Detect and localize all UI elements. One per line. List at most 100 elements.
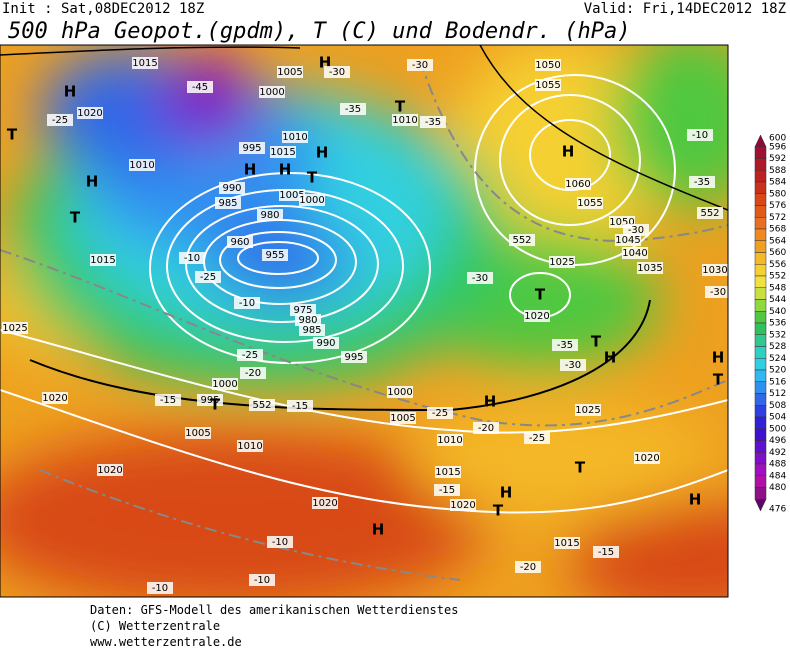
- colorbar-label: 484: [769, 471, 786, 481]
- label-box: [237, 440, 263, 452]
- contour-label: 980: [260, 210, 279, 221]
- contour-label: -25: [432, 408, 448, 419]
- label-box: [195, 271, 221, 283]
- colorbar-label: 596: [769, 142, 786, 152]
- contour-label: 1010: [282, 132, 307, 143]
- label-box: [287, 400, 313, 412]
- pressure-center: T: [575, 459, 586, 477]
- label-box: [623, 224, 649, 236]
- label-box: [262, 249, 288, 261]
- colorbar-label: 528: [769, 342, 786, 352]
- label-box: [535, 79, 561, 91]
- contour-label: 980: [298, 315, 317, 326]
- label-box: [240, 367, 266, 379]
- label-box: [185, 427, 211, 439]
- contour-label: 552: [252, 400, 271, 411]
- label-box: [257, 209, 283, 221]
- colorbar-label: 564: [769, 236, 786, 246]
- contour-label: -30: [565, 360, 581, 371]
- contour-label: -20: [478, 423, 494, 434]
- label-box: [279, 189, 305, 201]
- contour-label: 1025: [575, 405, 600, 416]
- label-box: [467, 272, 493, 284]
- colorbar-cell: [754, 358, 767, 371]
- label-box: [227, 236, 253, 248]
- colorbar-cell: [754, 440, 767, 453]
- colorbar-label: 532: [769, 330, 786, 340]
- colorbar-label: 508: [769, 401, 786, 411]
- colorbar-label: 560: [769, 248, 786, 258]
- contour-label: -30: [710, 287, 726, 298]
- contour-label: -10: [184, 253, 200, 264]
- label-box: [697, 207, 723, 219]
- label-box: [509, 234, 535, 246]
- contour-label: 552: [512, 235, 531, 246]
- contour-label: -30: [412, 60, 428, 71]
- contour-label: 995: [200, 395, 219, 406]
- colorbar-label: 496: [769, 436, 786, 446]
- colorbar: 6005965925885845805765725685645605565525…: [754, 134, 786, 515]
- contour-label: 1035: [637, 263, 662, 274]
- label-box: [560, 359, 586, 371]
- colorbar-label: 548: [769, 283, 786, 293]
- contour-label: -30: [628, 225, 644, 236]
- colorbar-cell: [754, 381, 767, 394]
- contour-label: 1000: [259, 87, 284, 98]
- label-box: [312, 497, 338, 509]
- label-box: [267, 536, 293, 548]
- label-box: [197, 394, 223, 406]
- contour-label: 1015: [270, 147, 295, 158]
- contour-label: 1020: [312, 498, 337, 509]
- colorbar-label: 492: [769, 448, 786, 458]
- label-box: [282, 131, 308, 143]
- pressure-center: T: [713, 371, 724, 389]
- colorbar-cell: [754, 428, 767, 441]
- pressure-center: T: [493, 502, 504, 520]
- colorbar-label: 572: [769, 213, 786, 223]
- contour-label: -15: [598, 547, 614, 558]
- label-box: [77, 107, 103, 119]
- label-box: [634, 452, 660, 464]
- contour-label: 1055: [535, 80, 560, 91]
- contour-label: 1015: [554, 538, 579, 549]
- colorbar-label: 580: [769, 189, 786, 199]
- label-box: [90, 254, 116, 266]
- contour-label: 1020: [42, 393, 67, 404]
- contour-label: -30: [329, 67, 345, 78]
- pressure-center: H: [604, 349, 617, 367]
- contour-label: 1005: [279, 190, 304, 201]
- colorbar-cell: [754, 475, 767, 488]
- colorbar-label: 600: [769, 134, 786, 144]
- contour-label: 1010: [237, 441, 262, 452]
- label-box: [132, 57, 158, 69]
- contour-label: 1020: [77, 108, 102, 119]
- colorbar-cell: [754, 287, 767, 300]
- colorbar-label: 556: [769, 260, 786, 270]
- contour-label: 1015: [90, 255, 115, 266]
- label-box: [437, 434, 463, 446]
- contour-label: 1010: [437, 435, 462, 446]
- contour-label: 1010: [392, 115, 417, 126]
- contour-label: 1055: [577, 198, 602, 209]
- label-box: [219, 182, 245, 194]
- label-box: [554, 537, 580, 549]
- contour-label: -20: [520, 562, 536, 573]
- label-box: [549, 256, 575, 268]
- pressure-center: H: [244, 161, 257, 179]
- colorbar-cell: [754, 311, 767, 324]
- pressure-center: T: [70, 209, 81, 227]
- label-box: [637, 262, 663, 274]
- contour-label: -25: [242, 350, 258, 361]
- colorbar-label: 520: [769, 366, 786, 376]
- colorbar-label: 488: [769, 460, 786, 470]
- contour-label: 1005: [390, 413, 415, 424]
- contour-label: 1060: [565, 179, 590, 190]
- label-box: [577, 197, 603, 209]
- contour-label: 1015: [132, 58, 157, 69]
- pressure-center: H: [372, 521, 385, 539]
- colorbar-cell: [754, 463, 767, 476]
- label-box: [47, 114, 73, 126]
- valid-time: Valid: Fri,14DEC2012 18Z: [584, 1, 786, 17]
- contour-label: 955: [265, 250, 284, 261]
- map-frame: [0, 44, 729, 598]
